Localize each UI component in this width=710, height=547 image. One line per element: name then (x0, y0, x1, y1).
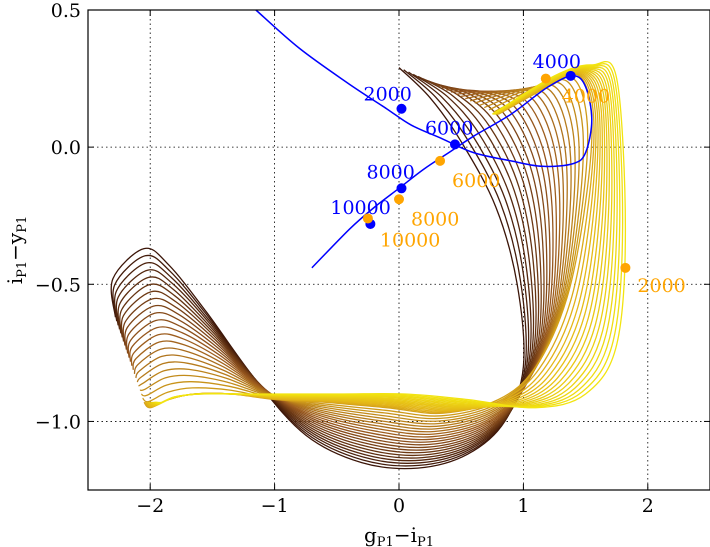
model-track-line (124, 84, 545, 449)
x-tick-label: 2 (642, 495, 654, 517)
orange-marker (362, 213, 373, 224)
orange-marker-label: 6000 (452, 170, 500, 192)
model-track-line (139, 81, 580, 422)
orange-marker (540, 73, 551, 84)
y-tick-label: 0.0 (51, 137, 81, 159)
blue-marker (565, 70, 576, 81)
model-track-line (113, 71, 530, 464)
model-track-line (143, 73, 593, 415)
model-track-line (142, 76, 589, 417)
y-tick-label: 0.5 (51, 0, 81, 22)
blue-marker-label: 8000 (366, 161, 414, 183)
blue-track-line (255, 9, 593, 269)
model-track-line (112, 69, 527, 467)
blue-marker-label: 10000 (330, 197, 390, 219)
x-axis-label: gP1−iP1 (364, 523, 434, 547)
model-track-line (130, 90, 558, 438)
model-track-line (156, 60, 627, 409)
model-track-line (132, 90, 561, 436)
model-track-line (129, 90, 554, 441)
y-tick-label: −1.0 (35, 411, 81, 433)
blue-marker-label: 4000 (533, 51, 581, 73)
blue-track (255, 9, 593, 269)
model-track-line (140, 78, 584, 420)
model-track-line (122, 82, 542, 451)
model-track-line (119, 78, 537, 457)
blue-marker-label: 6000 (425, 117, 473, 139)
orange-marker (394, 194, 404, 205)
y-axis-label: iP1−yP1 (3, 216, 30, 285)
orange-marker-label: 10000 (380, 229, 440, 251)
model-track-line (138, 83, 576, 425)
model-track-line (136, 85, 572, 428)
orange-marker (620, 262, 631, 273)
model-track-family (110, 60, 627, 470)
orange-marker-label: 4000 (562, 86, 610, 108)
blue-marker (449, 139, 460, 150)
model-track-line (127, 89, 551, 443)
model-track-line (135, 87, 568, 430)
model-track-line (117, 75, 535, 459)
model-track-line (110, 67, 525, 470)
orange-marker (435, 155, 446, 166)
x-tick-label: −1 (261, 495, 289, 517)
model-track-line (125, 86, 548, 446)
model-track-line (120, 80, 540, 454)
markers: 2000400060008000100002000400060008000100… (330, 51, 685, 297)
model-track-line (115, 73, 532, 462)
orange-marker-label: 2000 (637, 275, 685, 297)
x-tick-label: 0 (393, 495, 405, 517)
blue-marker (396, 103, 407, 114)
blue-marker-label: 2000 (363, 84, 411, 106)
y-tick-label: −0.5 (35, 274, 81, 296)
ticks: −2 −1 0 1 2 −1.0 −0.5 0.0 0.5 (35, 0, 710, 517)
model-track-line (133, 89, 565, 433)
x-tick-label: −2 (136, 495, 164, 517)
blue-marker (396, 183, 407, 194)
x-tick-label: 1 (517, 495, 529, 517)
orange-marker-label: 8000 (411, 208, 459, 230)
